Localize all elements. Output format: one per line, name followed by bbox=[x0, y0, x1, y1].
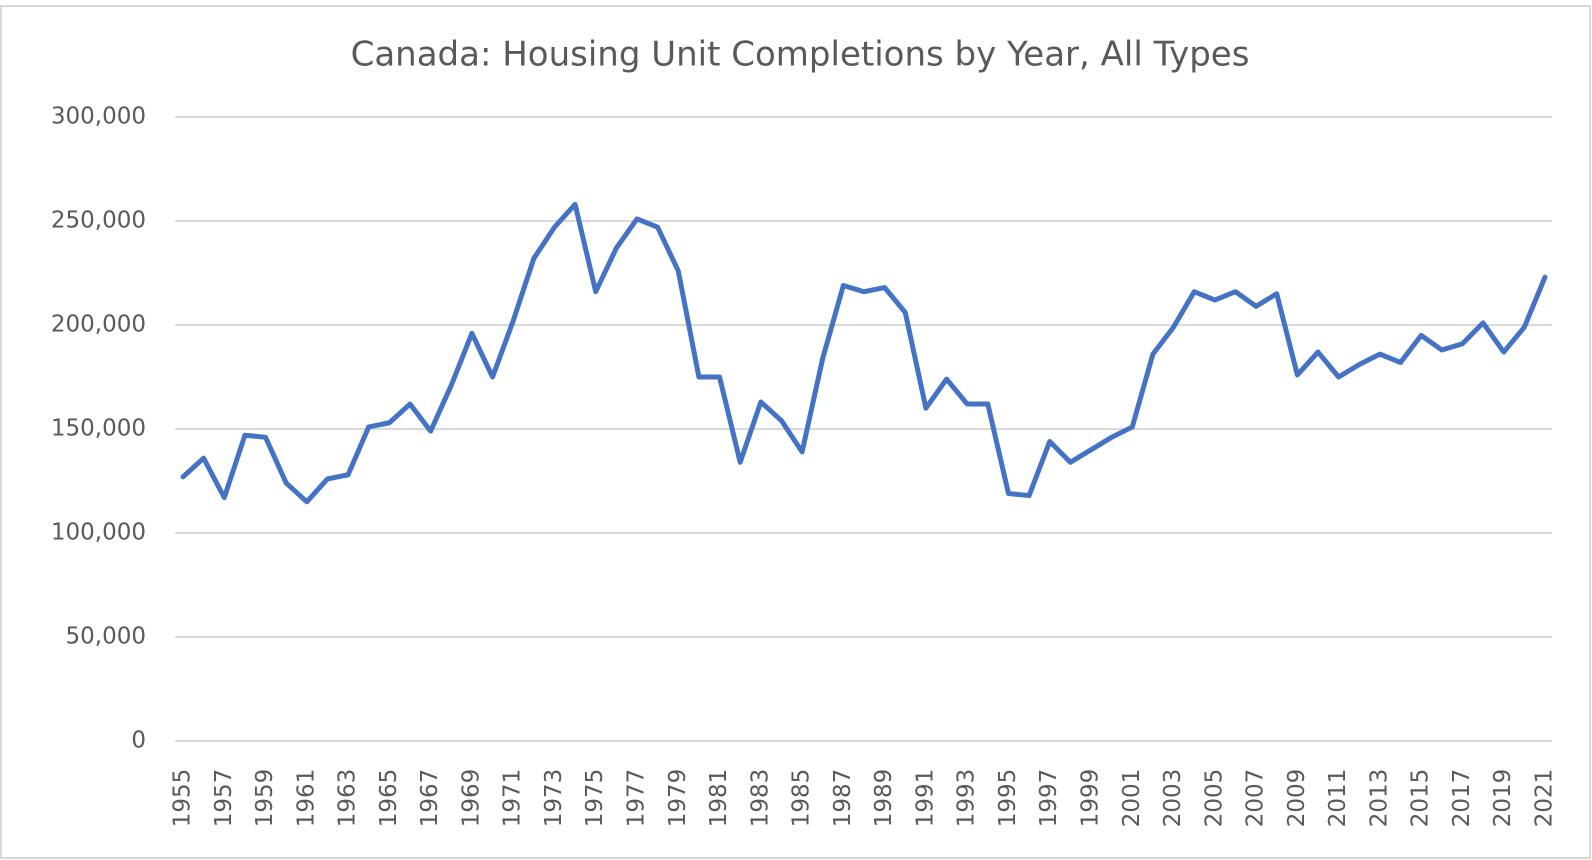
x-tick-label: 1979 bbox=[665, 769, 691, 828]
x-tick-label: 1957 bbox=[211, 769, 237, 828]
x-tick-label: 2017 bbox=[1449, 769, 1475, 828]
x-tick-label: 1965 bbox=[376, 769, 402, 828]
x-tick-label: 1967 bbox=[417, 769, 443, 828]
x-tick-label: 2013 bbox=[1366, 769, 1392, 828]
chart-title: Canada: Housing Unit Completions by Year… bbox=[351, 35, 1250, 75]
x-tick-label: 2021 bbox=[1532, 769, 1558, 828]
x-tick-label: 2003 bbox=[1160, 769, 1186, 828]
x-tick-label: 1989 bbox=[871, 769, 897, 828]
x-tick-label: 1999 bbox=[1078, 769, 1104, 828]
x-tick-label: 1995 bbox=[995, 769, 1021, 828]
x-tick-label: 1993 bbox=[954, 769, 980, 828]
x-tick-label: 1991 bbox=[912, 769, 938, 828]
x-tick-label: 1981 bbox=[706, 769, 732, 828]
x-tick-label: 1969 bbox=[458, 769, 484, 828]
x-tick-label: 1983 bbox=[747, 769, 773, 828]
x-tick-label: 1971 bbox=[500, 769, 526, 828]
y-tick-label: 200,000 bbox=[51, 312, 146, 338]
y-tick-label: 100,000 bbox=[51, 520, 146, 546]
x-tick-label: 2011 bbox=[1325, 769, 1351, 828]
x-tick-label: 2019 bbox=[1490, 769, 1516, 828]
x-tick-label: 1985 bbox=[789, 769, 815, 828]
x-tick-label: 2001 bbox=[1119, 769, 1145, 828]
x-tick-label: 1959 bbox=[252, 769, 278, 828]
x-tick-label: 1961 bbox=[293, 769, 319, 828]
y-tick-label: 300,000 bbox=[51, 104, 146, 130]
x-tick-label: 1973 bbox=[541, 769, 567, 828]
x-tick-label: 1977 bbox=[624, 769, 650, 828]
x-tick-label: 2007 bbox=[1243, 769, 1269, 828]
x-tick-label: 2005 bbox=[1201, 769, 1227, 828]
x-tick-label: 1975 bbox=[582, 769, 608, 828]
y-tick-label: 150,000 bbox=[51, 416, 146, 442]
chart-frame bbox=[0, 5, 1591, 859]
data-line bbox=[180, 201, 1548, 505]
y-tick-label: 50,000 bbox=[66, 624, 146, 650]
x-tick-label: 2015 bbox=[1408, 769, 1434, 828]
y-tick-label: 0 bbox=[131, 728, 146, 754]
x-tick-label: 1963 bbox=[335, 769, 361, 828]
x-tick-label: 1955 bbox=[170, 769, 196, 828]
x-tick-label: 1987 bbox=[830, 769, 856, 828]
y-tick-label: 250,000 bbox=[51, 208, 146, 234]
x-tick-label: 2009 bbox=[1284, 769, 1310, 828]
x-tick-label: 1997 bbox=[1036, 769, 1062, 828]
